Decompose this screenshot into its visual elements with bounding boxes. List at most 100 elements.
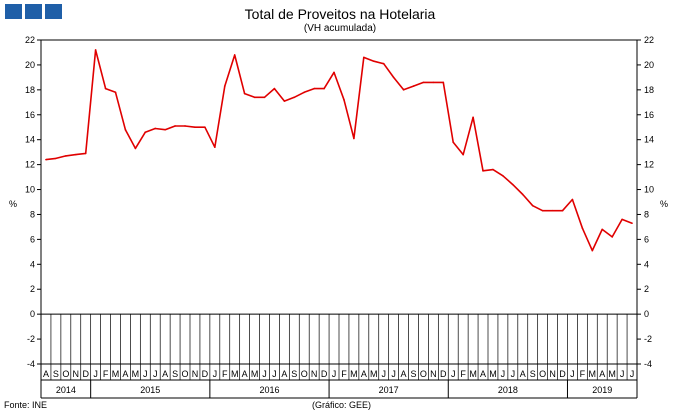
data-point xyxy=(293,96,296,99)
data-point xyxy=(353,137,355,140)
data-point xyxy=(363,56,365,59)
x-tick-label: N xyxy=(549,369,556,379)
data-point xyxy=(502,175,504,177)
credit-note: (Gráfico: GEE) xyxy=(312,400,372,410)
data-point xyxy=(442,81,445,84)
x-tick-label: M xyxy=(231,369,239,379)
data-point xyxy=(333,71,335,74)
x-tick-label: M xyxy=(251,369,259,379)
data-point xyxy=(323,87,325,90)
x-tick-label: J xyxy=(213,369,218,379)
x-tick-label: A xyxy=(599,369,605,379)
year-label: 2018 xyxy=(498,385,518,395)
data-point xyxy=(432,81,435,84)
y-tick-label-right: 4 xyxy=(644,259,649,269)
y-tick-label-right: 10 xyxy=(644,185,654,195)
y-tick-label-left: 14 xyxy=(25,135,35,145)
data-point xyxy=(55,157,57,160)
y-tick-label-left: -4 xyxy=(27,359,35,369)
source-note: Fonte: INE xyxy=(4,400,48,410)
data-point xyxy=(412,85,415,87)
y-tick-label-left: 10 xyxy=(25,185,35,195)
series-line xyxy=(45,49,633,252)
x-tick-label: M xyxy=(112,369,120,379)
x-tick-label: A xyxy=(242,369,248,379)
x-tick-label: A xyxy=(43,369,49,379)
data-point xyxy=(631,222,633,224)
x-tick-label: N xyxy=(311,369,318,379)
y-tick-label-right: -2 xyxy=(644,334,652,344)
x-tick-label: A xyxy=(401,369,407,379)
y-tick-label-left: 18 xyxy=(25,85,35,95)
x-tick-label: A xyxy=(162,369,168,379)
y-tick-label-left: 8 xyxy=(30,209,35,219)
x-tick-label: M xyxy=(589,369,597,379)
logo-block-3 xyxy=(45,4,62,19)
data-point xyxy=(124,128,127,131)
x-tick-label: J xyxy=(630,369,635,379)
x-tick-label: F xyxy=(341,369,347,379)
data-point xyxy=(492,168,494,171)
data-point xyxy=(65,155,67,157)
data-point xyxy=(521,193,524,196)
y-tick-label-left: 16 xyxy=(25,110,35,120)
data-point xyxy=(84,152,87,155)
x-tick-label: M xyxy=(370,369,378,379)
y-tick-label-right: 14 xyxy=(644,135,654,145)
data-point xyxy=(512,183,514,186)
x-tick-label: A xyxy=(480,369,486,379)
data-point xyxy=(74,153,77,156)
chart-title: Total de Proveitos na Hotelaria xyxy=(244,6,436,22)
x-tick-label: M xyxy=(608,369,616,379)
data-point xyxy=(214,146,216,148)
y-tick-label-right: 12 xyxy=(644,160,654,170)
data-point xyxy=(114,91,117,94)
data-point xyxy=(273,87,276,90)
y-tick-label-right: 2 xyxy=(644,284,649,294)
data-point xyxy=(452,141,455,143)
x-tick-label: M xyxy=(350,369,358,379)
data-point xyxy=(402,89,405,91)
data-point xyxy=(45,158,47,161)
x-tick-label: D xyxy=(559,369,566,379)
data-point xyxy=(392,76,395,79)
x-tick-label: N xyxy=(192,369,199,379)
x-tick-label: M xyxy=(469,369,477,379)
x-tick-label: O xyxy=(62,369,69,379)
x-tick-label: J xyxy=(511,369,516,379)
data-point xyxy=(194,126,196,129)
logo-block-2 xyxy=(25,4,42,19)
y-tick-label-left: 4 xyxy=(30,259,35,269)
data-point xyxy=(313,87,315,90)
x-tick-label: J xyxy=(451,369,456,379)
data-point xyxy=(611,236,613,238)
x-tick-label: S xyxy=(530,369,536,379)
y-axis-unit-right: % xyxy=(660,199,668,209)
x-tick-label: F xyxy=(103,369,109,379)
data-point xyxy=(482,170,484,172)
x-tick-label: J xyxy=(153,369,158,379)
y-tick-label-right: 6 xyxy=(644,234,649,244)
x-tick-label: A xyxy=(281,369,287,379)
y-tick-label-left: 6 xyxy=(30,234,35,244)
x-tick-label: J xyxy=(332,369,337,379)
x-tick-label: M xyxy=(132,369,140,379)
x-tick-label: N xyxy=(430,369,437,379)
x-tick-label: S xyxy=(53,369,59,379)
data-point xyxy=(104,87,107,90)
data-point xyxy=(174,125,176,127)
logo-block-1 xyxy=(5,4,22,19)
y-tick-label-right: 0 xyxy=(644,309,649,319)
x-tick-label: O xyxy=(301,369,308,379)
x-tick-label: A xyxy=(361,369,367,379)
x-tick-label: F xyxy=(222,369,228,379)
x-tick-label: A xyxy=(520,369,526,379)
x-tick-label: D xyxy=(202,369,209,379)
x-tick-label: M xyxy=(489,369,497,379)
data-point xyxy=(561,209,564,212)
x-tick-label: D xyxy=(440,369,447,379)
x-tick-label: D xyxy=(82,369,89,379)
x-tick-label: J xyxy=(501,369,506,379)
y-tick-label-right: 20 xyxy=(644,60,654,70)
